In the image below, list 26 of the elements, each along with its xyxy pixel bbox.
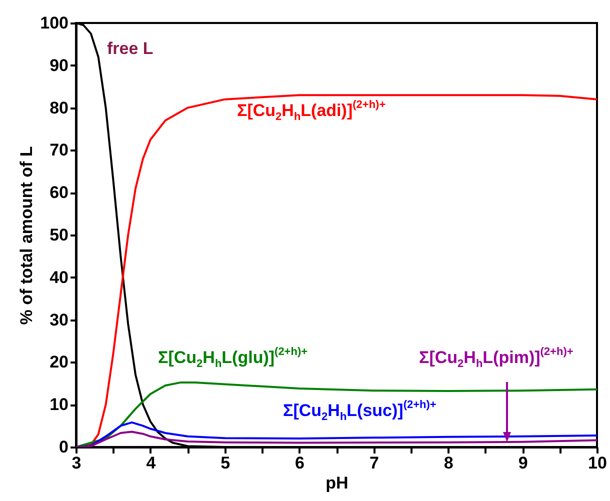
series-label: Σ[Cu$_{2}$H$_{h}$L(glu)]$^{(2+h)+}$: [158, 346, 308, 370]
y-tick-label: 50: [50, 226, 68, 244]
x-tick-label: 5: [220, 454, 230, 472]
y-tick-label: 0: [59, 438, 68, 456]
series-label: Σ[Cu$_{2}$H$_{h}$L(suc)]$^{(2+h)+}$: [283, 399, 436, 423]
y-tick-label: 20: [50, 352, 68, 372]
y-axis-title: % of total amount of L: [17, 146, 36, 325]
y-tick-label: 10: [50, 395, 68, 414]
y-tick-label: 60: [50, 183, 68, 202]
y-tick-label: 40: [50, 268, 68, 287]
series-label: Σ[Cu$_{2}$H$_{h}$L(adi)]$^{(2+h)+}$: [237, 99, 386, 123]
y-tick-label: 80: [50, 98, 68, 118]
x-tick-label: 8: [444, 454, 454, 472]
x-tick-label: 9: [518, 454, 528, 472]
y-tick-label: 30: [50, 310, 68, 330]
text: Σ[Cu$_{2}$H$_{h}$L(pim)]$^{(2+h)+}$: [419, 346, 574, 370]
x-tick-label: 7: [369, 454, 379, 472]
y-tick-label: 70: [50, 140, 68, 160]
x-tick-label: 6: [295, 454, 305, 472]
y-tick-label: 100: [40, 14, 68, 32]
x-tick-label: 3: [72, 454, 82, 472]
x-tick-label: 10: [588, 454, 607, 472]
x-axis-title: pH: [326, 474, 348, 492]
x-tick-label: 4: [146, 454, 156, 472]
series-label: free L: [107, 39, 154, 58]
y-tick-label: 90: [50, 56, 68, 75]
